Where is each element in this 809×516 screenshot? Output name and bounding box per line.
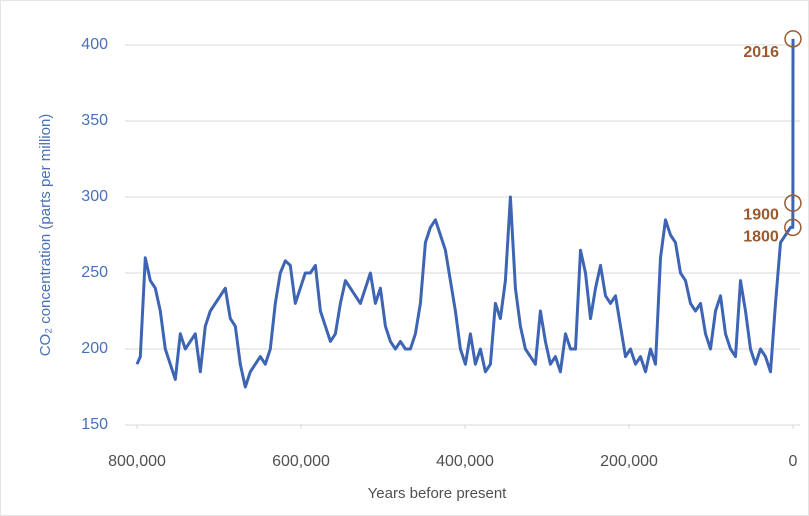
y-tick-label: 350 [81, 112, 108, 129]
x-tick-label: 800,000 [108, 453, 166, 470]
annotation-label: 1900 [743, 206, 779, 223]
y-tick-label: 400 [81, 36, 108, 53]
annotation-circle [784, 30, 802, 48]
annotation-label: 2016 [743, 44, 779, 61]
y-tick-label: 300 [81, 188, 108, 205]
x-tick-label: 200,000 [600, 453, 658, 470]
annotation-label: 1800 [743, 229, 779, 246]
y-axis-title: CO₂ concentration (parts per million) [37, 114, 54, 357]
x-axis-title: Years before present [368, 485, 508, 502]
x-tick-label: 600,000 [272, 453, 330, 470]
annotation-circle [784, 218, 802, 237]
y-tick-label: 150 [81, 416, 108, 433]
x-tick-label: 400,000 [436, 453, 494, 470]
y-tick-label: 200 [81, 340, 108, 357]
y-tick-label: 250 [81, 264, 108, 281]
x-tick-label: 0 [789, 453, 798, 470]
annotation-circle [784, 194, 802, 212]
data-line [135, 38, 795, 389]
